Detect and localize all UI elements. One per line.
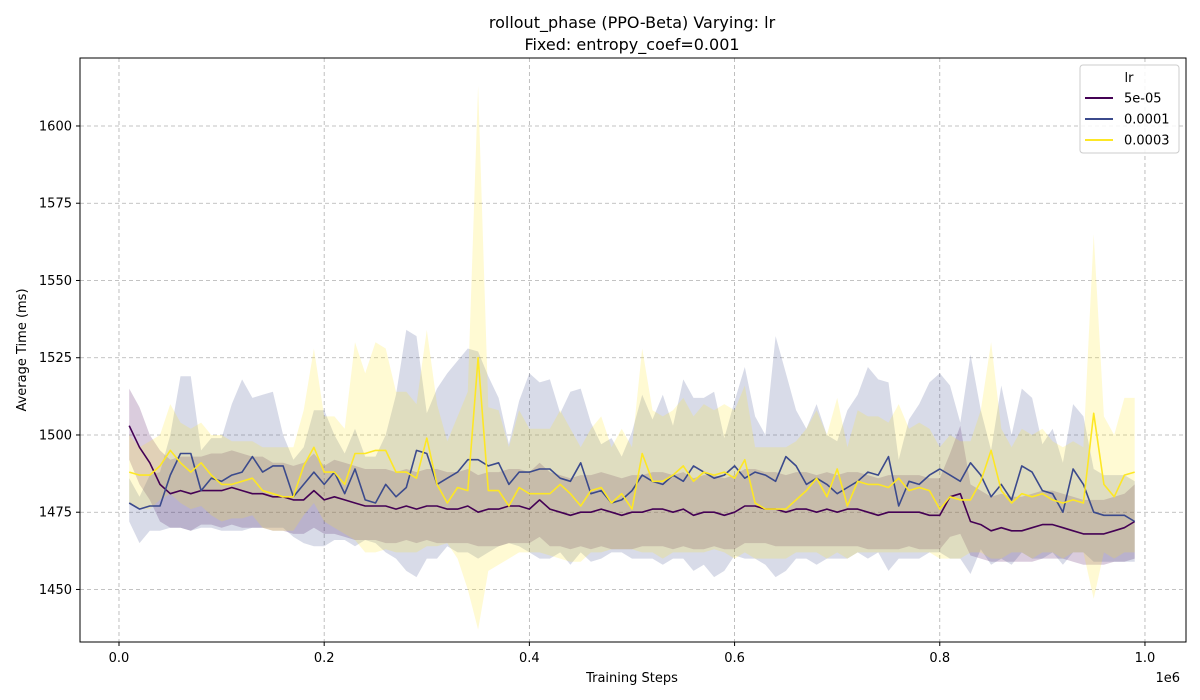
y-tick-label: 1550 bbox=[39, 274, 72, 289]
x-tick-label: 0.2 bbox=[314, 651, 335, 666]
y-axis-label: Average Time (ms) bbox=[15, 288, 30, 411]
legend: lr 5e-05 0.0001 0.0003 bbox=[1079, 64, 1180, 154]
legend-label: 5e-05 bbox=[1124, 92, 1162, 107]
y-axis-ticks: 1450 1475 1500 1525 1550 1575 1600 bbox=[39, 119, 80, 598]
series-0-0001-line bbox=[128, 449, 1136, 523]
chart-title-line1: rollout_phase (PPO-Beta) Varying: lr bbox=[489, 13, 776, 33]
y-tick-label: 1500 bbox=[39, 428, 72, 443]
series-0-0003-line bbox=[128, 356, 1135, 510]
x-axis-label: Training Steps bbox=[585, 671, 678, 686]
y-tick-label: 1525 bbox=[39, 351, 72, 366]
y-tick-label: 1475 bbox=[39, 506, 72, 521]
x-tick-label: 0.4 bbox=[519, 651, 540, 666]
chart-title-line2: Fixed: entropy_coef=0.001 bbox=[524, 35, 739, 55]
series-lines bbox=[128, 356, 1136, 535]
legend-box bbox=[1079, 64, 1180, 154]
legend-title: lr bbox=[1125, 71, 1135, 86]
series-5e-05-band bbox=[129, 388, 1135, 565]
x-tick-label: 0.6 bbox=[724, 651, 745, 666]
y-tick-label: 1450 bbox=[39, 583, 72, 598]
x-tick-label: 0.8 bbox=[929, 651, 950, 666]
series-5e-05-line bbox=[128, 425, 1136, 535]
legend-label: 0.0003 bbox=[1124, 134, 1170, 149]
y-tick-label: 1575 bbox=[39, 197, 72, 212]
plot-frame bbox=[79, 57, 1187, 643]
y-tick-label: 1600 bbox=[39, 119, 72, 134]
x-tick-label: 0.0 bbox=[109, 651, 130, 666]
legend-label: 0.0001 bbox=[1124, 113, 1170, 128]
x-axis-ticks: 0.0 0.2 0.4 0.6 0.8 1.0 bbox=[109, 642, 1156, 666]
x-tick-label: 1.0 bbox=[1135, 651, 1156, 666]
series-0-0001-band bbox=[129, 329, 1135, 578]
x-axis-offset-label: 1e6 bbox=[1155, 671, 1180, 686]
